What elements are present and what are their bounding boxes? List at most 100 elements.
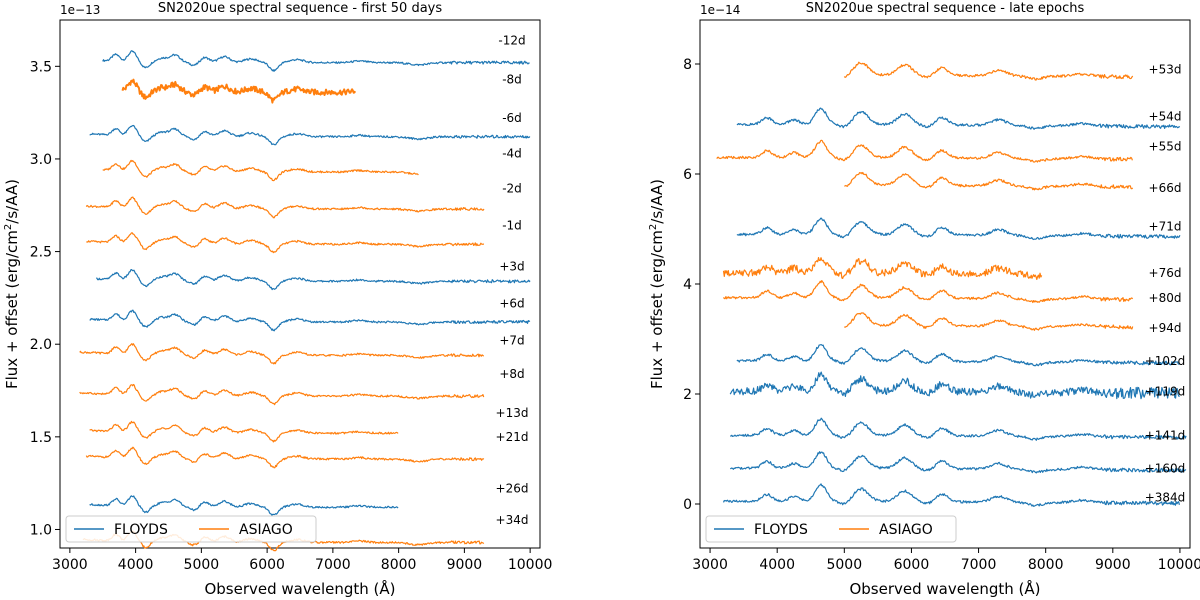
legend-entry: ASIAGO <box>879 522 933 538</box>
x-axis-label: Observed wavelength (Å) <box>204 579 395 598</box>
x-tick-label: 10000 <box>1158 557 1200 573</box>
axes-frame <box>59 19 541 549</box>
y-tick-label: 2.5 <box>30 245 52 261</box>
epoch-label: +94d <box>1149 321 1182 335</box>
spectrum-line <box>89 309 531 332</box>
x-tick-label: 9000 <box>447 557 483 573</box>
spectrum-line <box>79 383 485 406</box>
legend-entry: ASIAGO <box>239 522 293 538</box>
epoch-label: +71d <box>1149 219 1182 233</box>
epoch-label: +66d <box>1149 181 1182 195</box>
y-tick-label: 1.0 <box>30 522 52 538</box>
spectrum-line <box>95 269 531 291</box>
spectrum-line <box>843 61 1134 81</box>
x-tick-label: 10000 <box>508 557 553 573</box>
legend-entry: FLOYDS <box>754 522 808 538</box>
x-tick-label: 4000 <box>118 557 154 573</box>
x-tick-label: 3000 <box>692 557 728 573</box>
x-tick-label: 4000 <box>759 557 795 573</box>
epoch-label: +26d <box>496 482 529 496</box>
spectrum-line <box>736 217 1181 241</box>
spectrum-line <box>89 495 399 516</box>
spectrum-line <box>844 171 1134 191</box>
y-tick-label: 8 <box>683 57 692 73</box>
panel-1: -12d -8d -6d -4d -2d -1d +3d +6d +7d +8d +13d +21d +… <box>3 1 552 598</box>
epoch-label: +34d <box>496 513 529 527</box>
spectrum-line <box>79 343 485 365</box>
epoch-label: -2d <box>502 182 522 196</box>
spectrum-line <box>86 232 485 254</box>
epoch-label: +7d <box>499 334 524 348</box>
legend-entry: FLOYDS <box>114 522 168 538</box>
epoch-label: +141d <box>1145 428 1186 442</box>
epoch-label: +55d <box>1149 140 1182 154</box>
epoch-label: -6d <box>502 111 522 125</box>
spectrum-line <box>722 483 1180 507</box>
y-tick-label: 2.0 <box>30 337 52 353</box>
spectrum-line <box>102 50 530 72</box>
spectrum-line <box>729 417 1187 441</box>
spectrum-line <box>85 446 485 469</box>
y-axis-label-tail: /s/AA) <box>3 179 21 224</box>
epoch-label: -8d <box>502 72 522 86</box>
y-tick-label: 3.0 <box>30 152 52 168</box>
spectrum-line <box>89 124 531 146</box>
y-tick-label: 1.5 <box>30 430 52 446</box>
spectrum-line <box>730 451 1187 474</box>
epoch-label: +53d <box>1149 63 1182 77</box>
y-axis-label: Flux + offset (erg/cm2/s/AA) <box>648 179 666 389</box>
spectrum-line <box>102 159 419 182</box>
epoch-label: +8d <box>499 367 524 381</box>
y-axis-label-main: Flux + offset (erg/cm <box>3 230 21 389</box>
y-tick-label: 2 <box>683 387 692 403</box>
epoch-label: +21d <box>496 430 529 444</box>
spectrum-line <box>736 344 1180 367</box>
epoch-label: -4d <box>502 146 522 160</box>
panel-2: +53d +54d +55d +66d +71d +76d +80d +94d +102d +11… <box>648 1 1200 598</box>
offset-text: 1e−14 <box>700 3 740 17</box>
chart-title: SN2020ue spectral sequence - first 50 da… <box>158 1 442 16</box>
epoch-label: +119d <box>1145 384 1186 398</box>
spectrum-line <box>85 196 485 219</box>
legend-box <box>65 515 317 543</box>
epoch-label: -12d <box>498 33 525 47</box>
x-tick-label: 7000 <box>315 557 351 573</box>
y-axis-label-tail: /s/AA) <box>648 179 666 224</box>
legend: FLOYDS ASIAGO <box>705 515 957 543</box>
spectrum-line <box>844 312 1134 331</box>
epoch-label: +76d <box>1149 266 1182 280</box>
y-tick-label: 6 <box>683 167 692 183</box>
x-tick-label: 7000 <box>961 557 997 573</box>
y-axis-label-main: Flux + offset (erg/cm <box>648 230 666 389</box>
x-tick-label: 8000 <box>381 557 417 573</box>
x-tick-label: 9000 <box>1095 557 1131 573</box>
x-tick-label: 6000 <box>249 557 285 573</box>
x-axis-label: Observed wavelength (Å) <box>849 579 1040 598</box>
chart-title: SN2020ue spectral sequence - late epochs <box>806 1 1085 16</box>
epoch-label: +160d <box>1145 461 1186 475</box>
y-tick-label: 3.5 <box>30 59 52 75</box>
axes-frame <box>699 19 1191 549</box>
offset-text: 1e−13 <box>60 3 100 17</box>
y-tick-label: 4 <box>683 277 692 293</box>
spectrum-line <box>736 107 1181 130</box>
epoch-label: +6d <box>499 296 524 310</box>
x-tick-label: 5000 <box>184 557 220 573</box>
epoch-label: -1d <box>502 219 522 233</box>
y-tick-label: 0 <box>683 497 692 513</box>
x-tick-label: 8000 <box>1028 557 1064 573</box>
spectrum-line <box>722 257 1043 280</box>
epoch-label: +102d <box>1145 354 1186 368</box>
x-tick-label: 6000 <box>894 557 930 573</box>
spectrum-line <box>716 139 1133 163</box>
y-axis-label-sup: 2 <box>648 224 659 230</box>
legend-box <box>705 515 957 543</box>
x-tick-label: 3000 <box>52 557 88 573</box>
y-axis-label: Flux + offset (erg/cm2/s/AA) <box>3 179 21 389</box>
epoch-label: +54d <box>1149 109 1182 123</box>
epoch-label: +80d <box>1149 291 1182 305</box>
spectrum-line <box>89 420 399 443</box>
epoch-label: +3d <box>499 259 524 273</box>
y-axis-label-sup: 2 <box>3 224 14 230</box>
